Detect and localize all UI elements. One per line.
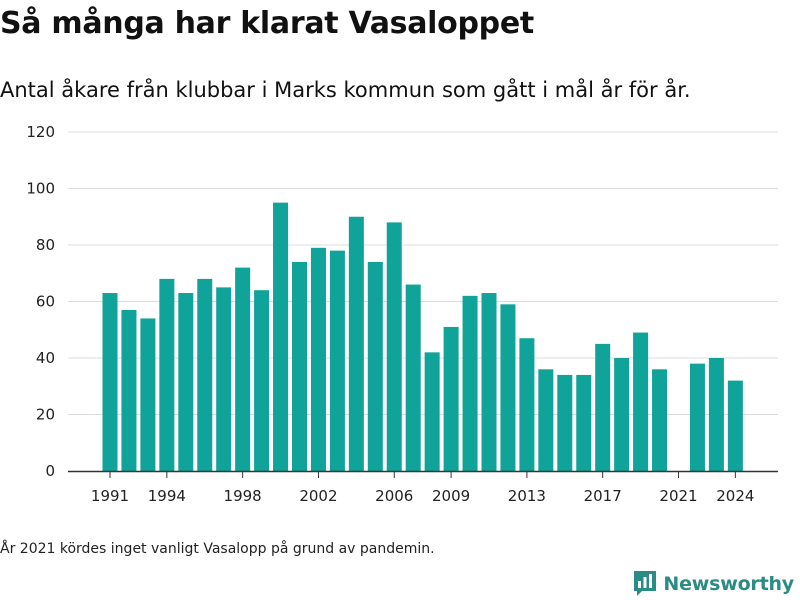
bar-1997 — [216, 287, 232, 472]
bar-2020 — [652, 369, 668, 471]
bar-1999 — [254, 290, 270, 471]
bar-1995 — [178, 293, 194, 471]
bar-2009 — [443, 326, 459, 471]
footnote: År 2021 kördes inget vanligt Vasalopp på… — [0, 541, 435, 557]
bars — [102, 202, 743, 472]
x-tick-label: 2013 — [508, 487, 546, 505]
bar-2024 — [727, 380, 743, 471]
bar-2013 — [519, 338, 535, 471]
bar-1996 — [197, 278, 213, 471]
y-tick-label: 100 — [26, 180, 55, 198]
brand-name: Newsworthy — [663, 572, 794, 595]
bar-2005 — [367, 261, 383, 471]
newsworthy-logo-icon — [634, 571, 657, 596]
x-tick-label: 2024 — [716, 487, 754, 505]
y-tick-label: 60 — [36, 293, 55, 311]
bar-2014 — [538, 369, 554, 471]
bar-2010 — [462, 295, 478, 471]
chart-title: Så många har klarat Vasaloppet — [0, 6, 534, 41]
bar-2023 — [708, 358, 724, 471]
bar-1998 — [235, 267, 251, 471]
bar-2008 — [424, 352, 440, 471]
bar-2012 — [500, 304, 516, 471]
bar-2004 — [348, 216, 364, 471]
bar-2006 — [386, 222, 402, 471]
bar-2001 — [292, 261, 307, 471]
bar-1991 — [102, 293, 118, 471]
brand-logo-block: Newsworthy — [633, 570, 794, 597]
x-tick-label: 2006 — [375, 487, 413, 505]
x-tick-label: 2017 — [584, 487, 622, 505]
bar-2019 — [633, 332, 649, 471]
bar-2017 — [595, 343, 611, 472]
y-tick-label: 80 — [36, 236, 55, 254]
bar-2003 — [329, 250, 345, 471]
bar-2015 — [557, 374, 573, 471]
y-tick-label: 0 — [45, 462, 55, 480]
bar-1993 — [140, 318, 156, 471]
x-tick-label: 2002 — [299, 487, 337, 505]
x-tick-label: 2009 — [432, 487, 470, 505]
bar-2016 — [576, 374, 592, 471]
bar-2018 — [614, 358, 630, 471]
axes: 0 20 40 60 80 100 120 1991 1994 1998 2002 2006 2009 2… — [26, 123, 778, 505]
bar-2022 — [689, 363, 705, 471]
bar-2000 — [273, 202, 289, 472]
x-tick-label: 1994 — [148, 487, 186, 505]
bar-chart: 0 20 40 60 80 100 120 1991 1994 1998 2002 2006 2009 2… — [26, 123, 778, 505]
x-tick-label: 1991 — [91, 487, 129, 505]
bar-2002 — [310, 247, 326, 471]
chart-subtitle: Antal åkare från klubbar i Marks kommun … — [0, 78, 691, 102]
bar-2011 — [481, 293, 497, 471]
bar-1994 — [159, 278, 175, 471]
y-tick-label: 120 — [26, 123, 55, 141]
bar-1992 — [121, 309, 137, 471]
gridlines — [68, 131, 778, 415]
y-tick-label: 20 — [36, 406, 55, 424]
y-tick-label: 40 — [36, 349, 55, 367]
x-tick-label: 2021 — [659, 487, 697, 505]
x-tick-label: 1998 — [224, 487, 262, 505]
bar-2007 — [405, 284, 421, 471]
